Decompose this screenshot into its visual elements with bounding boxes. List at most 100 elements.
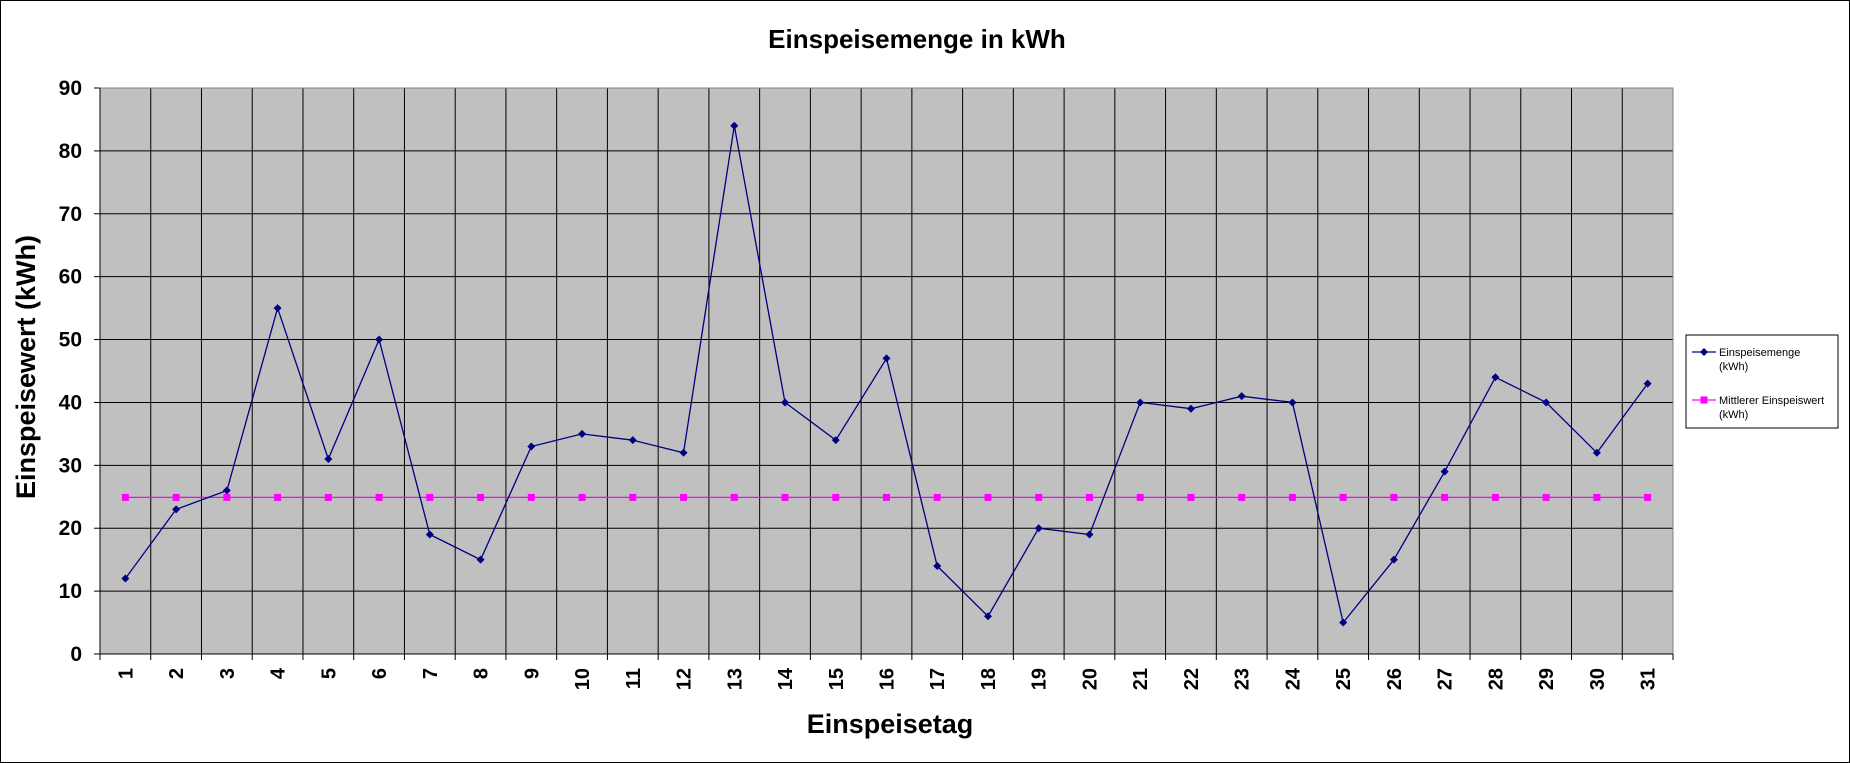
- data-point: [1593, 493, 1601, 501]
- data-point: [527, 442, 536, 451]
- data-point: [1592, 448, 1601, 457]
- data-point: [1187, 493, 1195, 501]
- x-tick-label: 11: [623, 668, 645, 689]
- data-point: [1035, 493, 1043, 501]
- data-point: [1288, 398, 1297, 407]
- data-point: [983, 612, 992, 621]
- data-point: [1186, 404, 1195, 413]
- x-tick-label: 9: [521, 668, 543, 679]
- x-tick-label: 5: [318, 668, 340, 679]
- x-tick-label: 3: [217, 668, 239, 679]
- x-tick-label: 1: [115, 668, 137, 679]
- data-point: [274, 493, 282, 501]
- x-tick-label: 18: [978, 668, 1000, 690]
- x-tick-label: 7: [420, 668, 442, 679]
- legend-label: (kWh): [1719, 361, 1748, 373]
- data-point: [680, 493, 688, 501]
- x-tick-label: 28: [1485, 668, 1507, 690]
- x-tick-label: 12: [674, 668, 696, 690]
- x-tick-label: 26: [1384, 668, 1406, 690]
- x-tick-label: 19: [1029, 668, 1051, 690]
- legend-item: Einspeisemenge (kWh): [1692, 347, 1800, 373]
- data-point: [477, 493, 485, 501]
- y-tick-label: 60: [59, 266, 82, 289]
- y-tick-label: 80: [59, 140, 82, 163]
- x-tick-label: 2: [166, 668, 188, 679]
- series-einspeisemenge: [121, 121, 1652, 627]
- data-point: [1238, 493, 1246, 501]
- data-point: [426, 493, 434, 501]
- x-tick-label: 27: [1435, 668, 1457, 690]
- data-point: [1136, 398, 1145, 407]
- data-point: [629, 493, 637, 501]
- data-point: [933, 493, 941, 501]
- data-point: [1491, 373, 1500, 382]
- data-point: [375, 335, 384, 344]
- x-tick-label: 22: [1181, 668, 1203, 690]
- data-point: [1440, 467, 1449, 476]
- x-axis-title: Einspeisetag: [807, 709, 974, 739]
- data-point: [1034, 524, 1043, 533]
- y-tick-label: 40: [59, 391, 82, 414]
- data-point: [324, 493, 332, 501]
- data-point: [172, 505, 181, 514]
- y-tick-label: 70: [59, 203, 82, 226]
- data-point: [1085, 493, 1093, 501]
- data-point: [1085, 530, 1094, 539]
- data-point: [832, 493, 840, 501]
- x-tick-label: 20: [1079, 668, 1101, 690]
- data-point: [1542, 398, 1551, 407]
- x-tick-label: 21: [1130, 668, 1152, 690]
- data-point: [1288, 493, 1296, 501]
- data-point: [730, 493, 738, 501]
- y-tick-label: 20: [59, 517, 82, 540]
- data-point: [781, 398, 790, 407]
- x-tick-label: 29: [1536, 668, 1558, 690]
- data-point: [1390, 493, 1398, 501]
- chart-title: Einspeisemenge in kWh: [768, 24, 1066, 54]
- x-tick-label: 31: [1638, 668, 1660, 690]
- x-tick-label: 10: [572, 668, 594, 690]
- y-tick-label: 50: [59, 329, 82, 352]
- y-tick-label: 90: [59, 77, 82, 100]
- x-tick-label: 15: [826, 668, 848, 690]
- data-point: [172, 493, 180, 501]
- data-point: [121, 493, 129, 501]
- data-point: [1542, 493, 1550, 501]
- data-point: [223, 493, 231, 501]
- legend-marker: [1700, 348, 1708, 356]
- series-layer: [121, 121, 1652, 627]
- x-tick-label: 4: [268, 667, 290, 679]
- data-point: [1644, 493, 1652, 501]
- data-point: [1491, 493, 1499, 501]
- x-tick-label: 13: [724, 668, 746, 690]
- x-tick-label: 14: [775, 667, 797, 690]
- data-point: [831, 436, 840, 445]
- y-tick-label: 0: [70, 643, 82, 666]
- data-point: [375, 493, 383, 501]
- x-tick-label: 23: [1232, 668, 1254, 690]
- data-point: [222, 486, 231, 495]
- legend-label: Einspeisemenge: [1719, 347, 1800, 359]
- x-tick-label: 16: [877, 668, 899, 690]
- data-point: [425, 530, 434, 539]
- data-point: [273, 304, 282, 313]
- data-point: [527, 493, 535, 501]
- data-point: [730, 121, 739, 130]
- legend: Einspeisemenge(kWh)Mittlerer Einspeiswer…: [1685, 334, 1839, 429]
- legend-marker: [1700, 396, 1708, 404]
- data-point: [628, 436, 637, 445]
- data-point: [1136, 493, 1144, 501]
- data-point: [984, 493, 992, 501]
- x-tick-label: 25: [1333, 668, 1355, 690]
- data-point: [578, 493, 586, 501]
- data-point: [1237, 392, 1246, 401]
- data-point: [781, 493, 789, 501]
- y-tick-label: 30: [59, 454, 82, 477]
- data-point: [1643, 379, 1652, 388]
- y-axis-title: Einspeisewert (kWh): [11, 235, 41, 499]
- data-point: [883, 493, 890, 501]
